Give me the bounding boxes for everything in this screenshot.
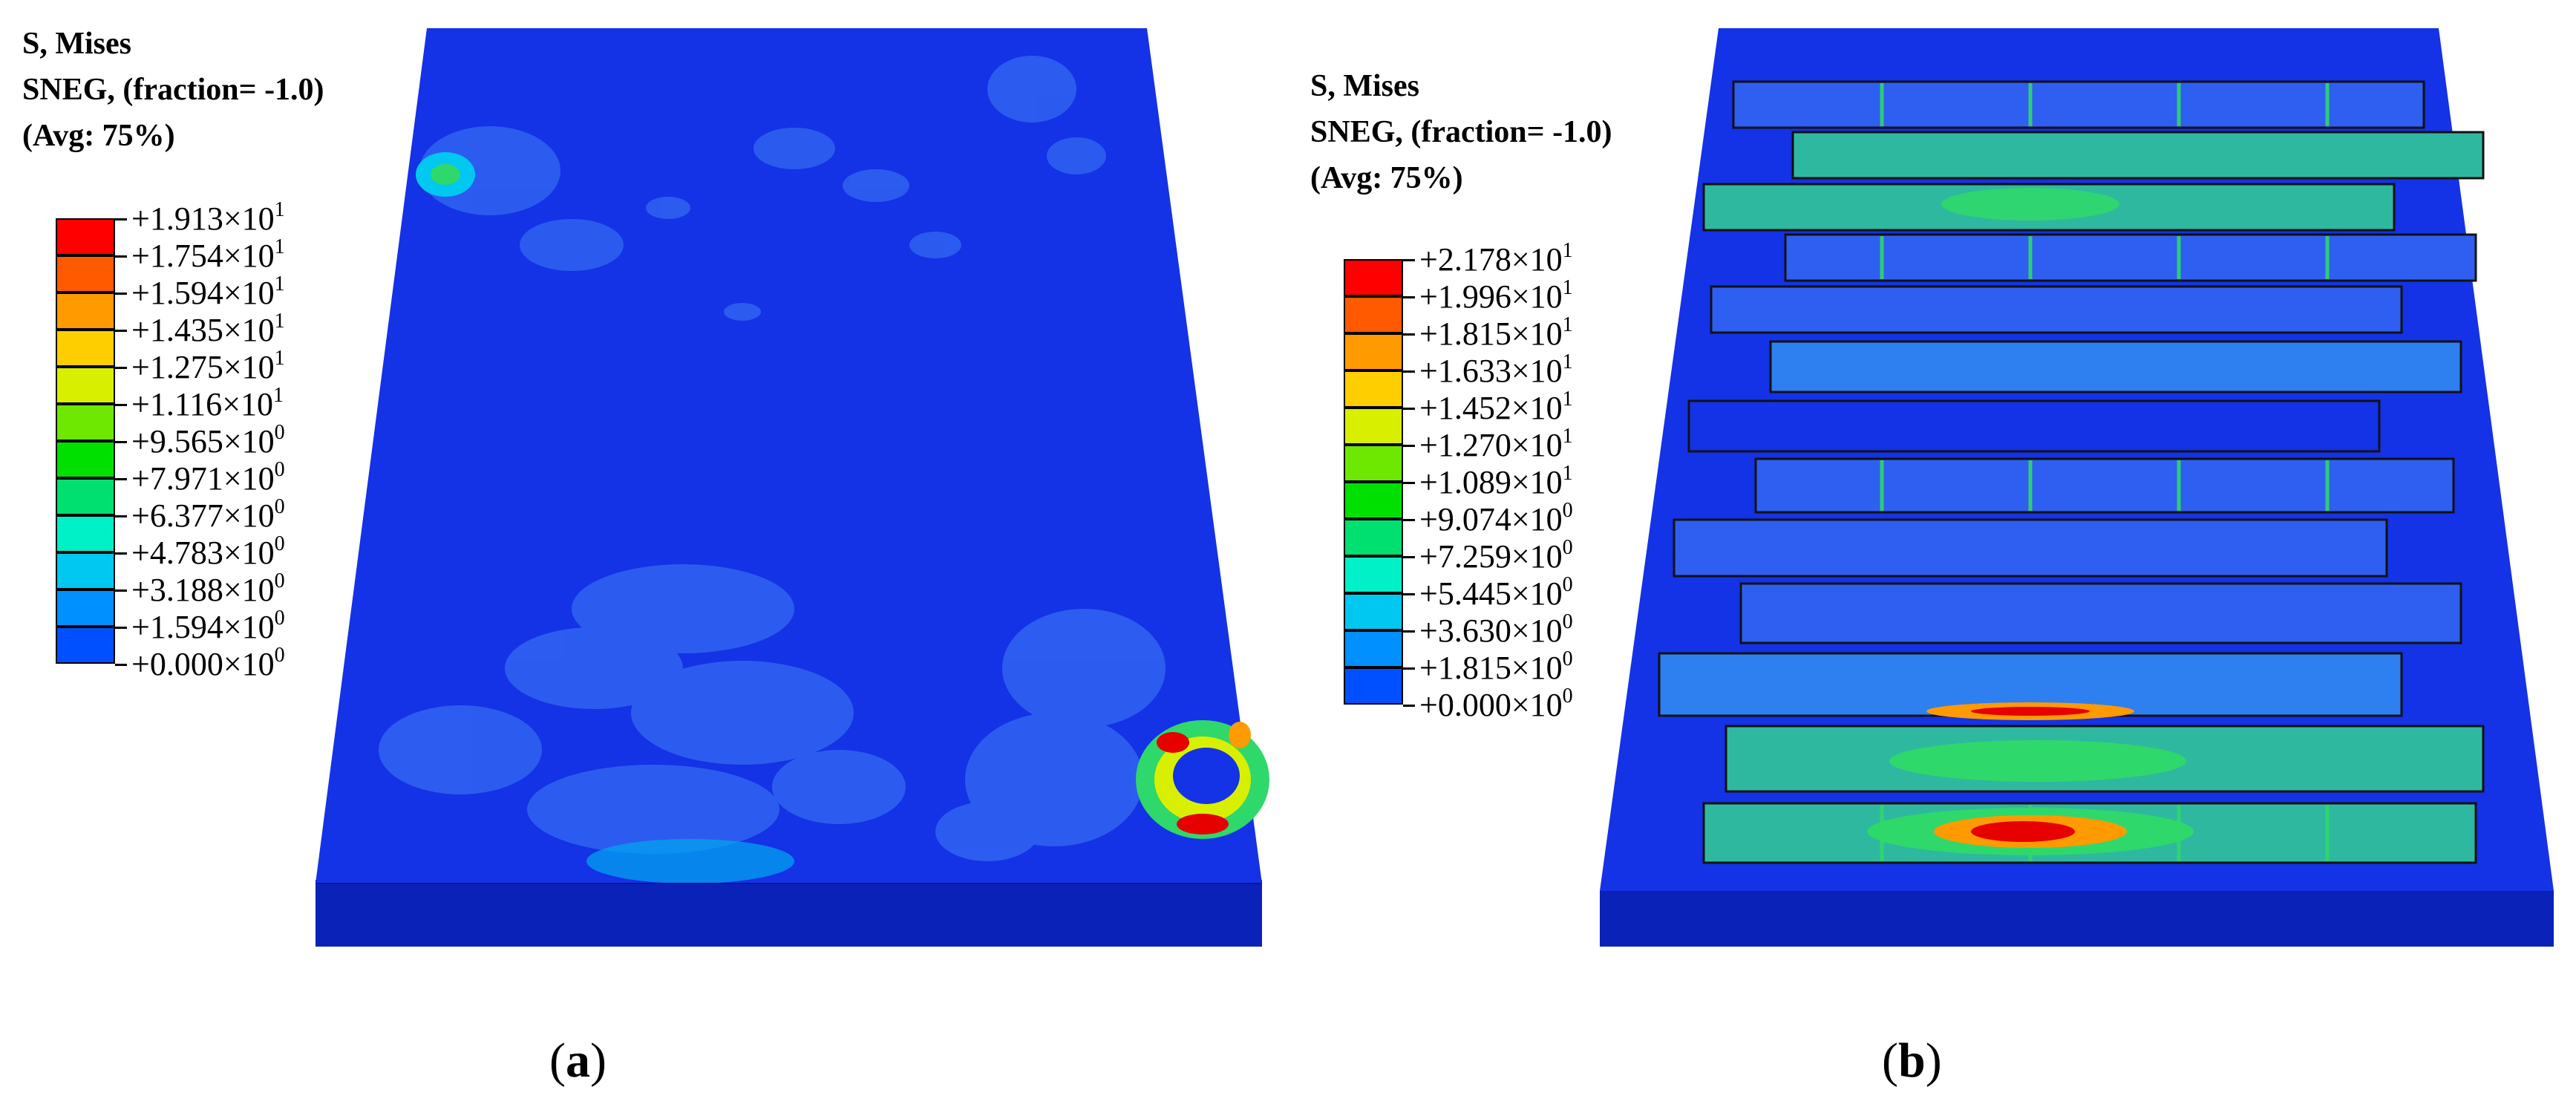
legend-value-label: +2.178×101 [1419,239,1573,278]
legend-swatch [1344,556,1403,593]
legend-swatch [1344,667,1403,705]
panel-a: S, Mises SNEG, (fraction= -1.0) (Avg: 75… [22,21,1269,1088]
legend-swatch [56,404,115,441]
legend-tick [1403,259,1415,261]
legend-swatch [1344,482,1403,519]
legend-swatch [1344,630,1403,667]
legend-tick [115,330,127,332]
legend-value-label: +9.565×100 [131,421,285,460]
rib-strips [1658,80,2485,864]
legend-tick [1403,370,1415,373]
legend-value-label: +1.633×101 [1419,350,1573,390]
legend-tick [115,404,127,406]
legend-swatch [56,330,115,367]
legend-swatch [56,218,115,255]
legend-value-label: +3.630×100 [1419,610,1573,650]
caption-letter: a [565,1033,590,1088]
legend-tick [1403,296,1415,298]
legend-swatch [56,367,115,404]
legend-title-line: SNEG, (fraction= -1.0) [1310,115,1612,149]
contour-plot-a [316,28,1269,947]
legend-swatch [56,552,115,589]
caption-b: (b) [1882,1033,1942,1088]
legend-value-label: +3.188×100 [131,569,285,609]
color-legend-a: +1.913×101 +1.754×101 +1.594×101 +1.435×101… [56,200,353,690]
legend-title-line: (Avg: 75%) [22,119,175,153]
legend-tick [115,441,127,443]
legend-swatch [56,478,115,515]
legend-value-label: +1.270×101 [1419,425,1573,464]
legend-swatch [1344,519,1403,556]
legend-value-label: +1.996×101 [1419,276,1573,316]
legend-swatch [56,589,115,627]
legend-title-line: (Avg: 75%) [1310,161,1463,195]
legend-tick [1403,593,1415,595]
legend-value-label: +1.089×101 [1419,462,1573,501]
legend-tick [1403,333,1415,336]
caption-a: (a) [549,1033,607,1088]
legend-swatch [56,627,115,664]
legend-tick [1403,667,1415,670]
legend-swatch [56,515,115,552]
legend-tick [115,367,127,369]
legend-value-label: +1.452×101 [1419,388,1573,427]
legend-tick [1403,408,1415,410]
panel-b: S, Mises SNEG, (fraction= -1.0) (Avg: 75… [1288,0,2576,1104]
legend-value-label: +0.000×100 [1419,685,1573,724]
legend-value-label: +1.116×101 [131,384,284,423]
legend-tick [115,627,127,629]
legend-value-label: +0.000×100 [131,644,285,683]
legend-value-label: +1.815×101 [1419,313,1573,353]
legend-swatch [1344,445,1403,482]
legend-tick [115,293,127,295]
legend-tick [115,664,127,666]
legend-tick [115,515,127,517]
legend-value-label: +1.594×101 [131,272,285,312]
legend-header-b: S, Mises SNEG, (fraction= -1.0) (Avg: 75… [1310,63,1612,201]
legend-value-label: +5.445×100 [1419,573,1573,613]
legend-swatch [1344,259,1403,296]
legend-value-label: +1.435×101 [131,310,285,349]
legend-swatch [1344,593,1403,630]
legend-value-label: +1.275×101 [131,347,285,386]
color-legend-b: +2.178×101 +1.996×101 +1.815×101 +1.633×101… [1344,241,1641,731]
legend-tick [115,478,127,480]
legend-swatch [56,255,115,293]
legend-tick [1403,519,1415,521]
legend-title-line: S, Mises [22,27,131,61]
legend-tick [115,218,127,221]
legend-tick [115,255,127,258]
legend-title-line: S, Mises [1310,69,1419,103]
legend-tick [1403,556,1415,558]
legend-value-label: +1.754×101 [131,235,285,275]
legend-value-label: +4.783×100 [131,532,285,572]
legend-tick [1403,445,1415,447]
legend-value-label: +6.377×100 [131,495,285,535]
contour-plot-b [1600,28,2554,947]
legend-title-line: SNEG, (fraction= -1.0) [22,73,324,107]
legend-tick [1403,482,1415,484]
legend-swatch [1344,296,1403,333]
legend-swatch [56,293,115,330]
legend-tick [1403,705,1415,707]
legend-swatch [1344,333,1403,370]
legend-header-a: S, Mises SNEG, (fraction= -1.0) (Avg: 75… [22,21,324,159]
caption-letter: b [1897,1033,1926,1088]
legend-swatch [56,441,115,478]
legend-swatch [1344,408,1403,445]
legend-value-label: +1.594×100 [131,607,285,646]
legend-value-label: +7.259×100 [1419,536,1573,575]
legend-value-label: +1.815×100 [1419,647,1573,687]
legend-swatch [1344,370,1403,408]
legend-value-label: +7.971×100 [131,458,285,497]
legend-value-label: +1.913×101 [131,198,285,238]
legend-tick [115,589,127,592]
legend-value-label: +9.074×100 [1419,499,1573,538]
legend-tick [115,552,127,555]
legend-tick [1403,630,1415,633]
